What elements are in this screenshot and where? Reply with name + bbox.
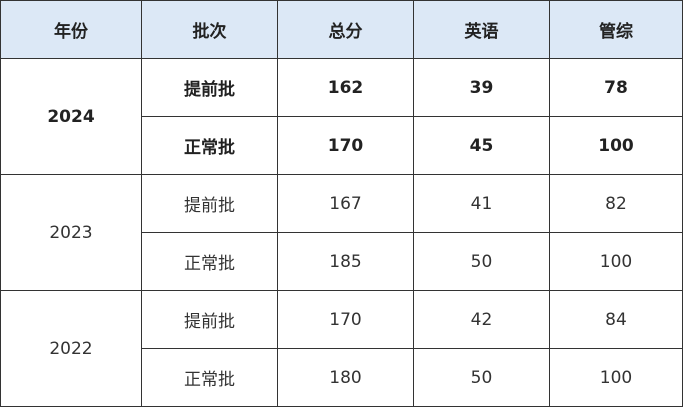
management-cell: 84 [549,290,683,349]
management-cell: 100 [549,116,683,175]
header-year: 年份 [0,0,142,59]
year-cell: 2023 [0,174,142,291]
english-cell: 39 [413,58,550,117]
total-cell: 167 [277,174,414,233]
header-english: 英语 [413,0,550,59]
total-cell: 170 [277,116,414,175]
management-cell: 100 [549,232,683,291]
batch-cell: 正常批 [141,232,278,291]
batch-cell: 提前批 [141,58,278,117]
total-cell: 180 [277,348,414,407]
table-row: 正常批 170 45 100 [1,116,683,175]
table-row: 2022 提前批 170 42 84 [0,290,683,407]
total-cell: 170 [277,290,414,349]
english-cell: 41 [413,174,550,233]
year-cell: 2024 [0,58,142,175]
total-cell: 185 [277,232,414,291]
header-row: 年份 批次 总分 英语 管综 [0,0,683,59]
year-cell: 2022 [0,290,142,407]
batch-cell: 提前批 [141,174,278,233]
total-cell: 162 [277,58,414,117]
table-row: 正常批 180 50 100 [1,348,683,407]
batch-cell: 正常批 [141,348,278,407]
batch-cell: 提前批 [141,290,278,349]
table-row: 正常批 185 50 100 [1,232,683,291]
header-batch: 批次 [141,0,278,59]
english-cell: 50 [413,232,550,291]
header-management: 管综 [549,0,683,59]
header-total: 总分 [277,0,414,59]
english-cell: 50 [413,348,550,407]
english-cell: 45 [413,116,550,175]
table-row: 2023 提前批 167 41 82 [0,174,683,291]
management-cell: 82 [549,174,683,233]
management-cell: 78 [549,58,683,117]
batch-cell: 正常批 [141,116,278,175]
table-row: 2024 提前批 162 39 78 [0,58,683,175]
english-cell: 42 [413,290,550,349]
management-cell: 100 [549,348,683,407]
